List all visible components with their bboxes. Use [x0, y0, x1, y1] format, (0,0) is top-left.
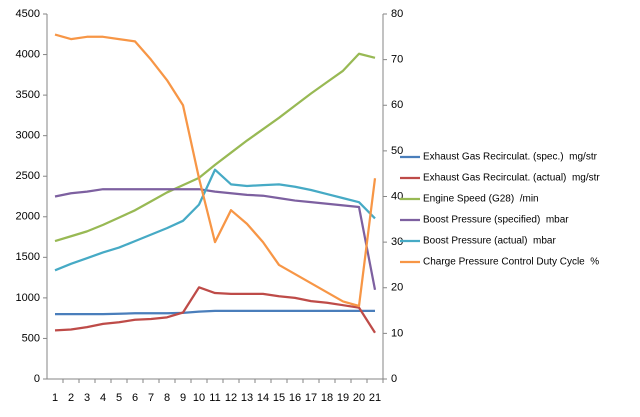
x-tick-label: 21: [369, 392, 381, 404]
y2-tick-label: 0: [391, 373, 397, 385]
y2-tick-label: 50: [391, 145, 403, 157]
y2-tick-label: 20: [391, 282, 403, 294]
x-tick-label: 15: [273, 392, 285, 404]
series-line: [54, 33, 377, 308]
y-tick-label: 0: [34, 373, 40, 385]
y-tick-label: 3000: [16, 130, 40, 142]
y-tick-label: 500: [22, 332, 40, 344]
series-line: [54, 188, 377, 290]
y-tick-label: 1000: [16, 292, 40, 304]
series-line: [54, 286, 376, 334]
x-tick-label: 19: [337, 392, 349, 404]
x-tick-label: 5: [116, 392, 122, 404]
y2-tick-label: 30: [391, 236, 403, 248]
x-tick-label: 9: [180, 392, 186, 404]
legend-label: Charge Pressure Control Duty Cycle %: [423, 257, 599, 268]
x-tick-label: 11: [209, 392, 220, 404]
x-tick-label: 18: [321, 392, 333, 404]
y2-tick-label: 40: [391, 190, 403, 202]
x-tick-label: 12: [225, 392, 237, 404]
x-tick-label: 4: [100, 392, 106, 404]
x-tick-label: 10: [193, 392, 205, 404]
legend-label: Boost Pressure (specified) mbar: [423, 215, 569, 226]
y-tick-label: 1500: [16, 251, 40, 263]
x-tick-label: 8: [164, 392, 170, 404]
y-tick-label: 2500: [16, 170, 40, 182]
legend-label: Exhaust Gas Recirculat. (spec.) mg/str: [423, 152, 598, 163]
x-tick-label: 7: [148, 392, 154, 404]
series-line: [55, 309, 375, 316]
y2-tick-label: 80: [391, 8, 403, 20]
series-line: [54, 168, 376, 272]
y-tick-label: 3500: [16, 89, 40, 101]
x-tick-label: 14: [257, 392, 269, 404]
legend-label: Boost Pressure (actual) mbar: [423, 236, 556, 247]
x-tick-label: 16: [289, 392, 301, 404]
x-tick-label: 2: [68, 392, 74, 404]
y2-tick-label: 70: [391, 54, 403, 66]
x-tick-label: 13: [241, 392, 253, 404]
legend-label: Exhaust Gas Recirculat. (actual) mg/str: [423, 173, 600, 184]
series-line: [54, 52, 376, 243]
y-tick-label: 2000: [16, 211, 40, 223]
x-tick-label: 17: [305, 392, 317, 404]
x-tick-label: 20: [353, 392, 365, 404]
y-tick-label: 4500: [16, 8, 40, 20]
x-tick-label: 6: [132, 392, 138, 404]
y2-tick-label: 60: [391, 99, 403, 111]
x-tick-label: 1: [52, 392, 58, 404]
legend-label: Engine Speed (G28) /min: [423, 194, 539, 205]
y-tick-label: 4000: [16, 48, 40, 60]
y2-tick-label: 10: [391, 327, 403, 339]
x-tick-label: 3: [84, 392, 90, 404]
